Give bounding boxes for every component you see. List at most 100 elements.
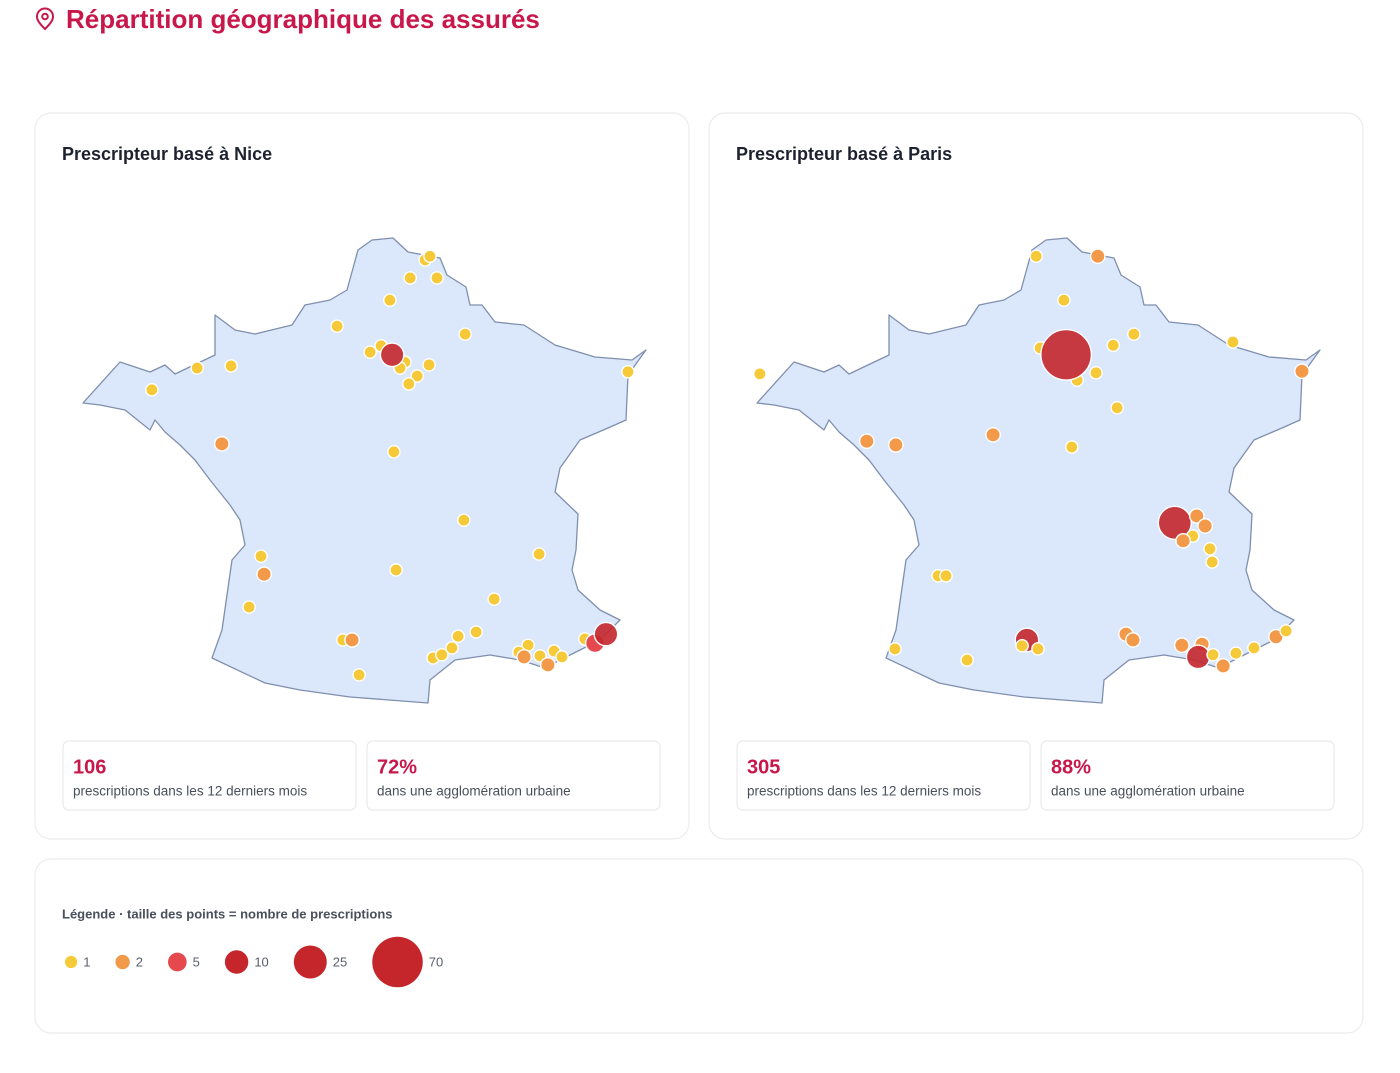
point: [403, 271, 417, 285]
point: [1110, 400, 1124, 415]
legend-card: [34, 858, 1364, 1034]
point: [1106, 338, 1121, 353]
point: [1125, 632, 1141, 648]
point: [1040, 328, 1093, 381]
point: [1015, 638, 1029, 653]
point: [469, 625, 483, 639]
map: [753, 237, 1321, 704]
point: [435, 647, 449, 662]
point: [858, 433, 875, 450]
point: [1089, 366, 1103, 380]
page-title: Répartition géographique des assurés: [66, 4, 540, 34]
point: [1175, 532, 1192, 549]
stat-label: dans une agglomération urbaine: [377, 784, 571, 799]
france-outline: [756, 237, 1321, 704]
legend-swatch: [65, 955, 78, 969]
legend-label: 10: [254, 954, 268, 969]
point: [888, 642, 902, 656]
legend-label: 25: [333, 954, 347, 969]
point: [410, 369, 425, 383]
point: [1057, 293, 1071, 308]
point: [621, 364, 635, 379]
point: [1029, 249, 1044, 264]
point: [1197, 518, 1214, 534]
stat-box: [1040, 740, 1335, 811]
legend-swatch: [168, 952, 187, 972]
legend-swatch: [372, 936, 423, 988]
stat-value: 72%: [377, 756, 417, 778]
point: [753, 367, 767, 381]
legend-label: 70: [429, 954, 443, 969]
legend-swatch: [115, 954, 130, 970]
point: [985, 426, 1001, 443]
point: [242, 600, 256, 614]
point: [344, 632, 360, 648]
card-title: Prescripteur basé à Paris: [736, 144, 952, 164]
legend-label: 2: [136, 954, 143, 969]
point: [960, 653, 974, 667]
point: [532, 547, 546, 561]
point: [1247, 641, 1261, 655]
point: [1294, 363, 1310, 380]
point: [1215, 658, 1232, 674]
legend-label: 5: [193, 954, 200, 969]
point: [1173, 637, 1190, 654]
point: [1089, 248, 1106, 265]
point: [487, 592, 502, 606]
point: [423, 249, 437, 264]
point: [458, 327, 472, 341]
point: [1185, 644, 1211, 670]
card-title: Prescripteur basé à Nice: [62, 144, 272, 164]
stat-value: 305: [747, 756, 780, 778]
legend-swatch: [224, 950, 249, 974]
point: [445, 641, 459, 655]
point: [224, 359, 238, 373]
legend-swatch: [293, 945, 327, 979]
point: [555, 650, 569, 664]
point: [457, 513, 471, 527]
point: [383, 293, 397, 308]
stat-box: [366, 740, 661, 811]
point: [1065, 440, 1079, 454]
point: [352, 668, 366, 682]
map: [82, 237, 647, 704]
point: [593, 621, 619, 647]
point: [213, 435, 230, 452]
point: [330, 319, 344, 333]
point: [451, 629, 465, 644]
point: [516, 649, 532, 665]
point: [256, 566, 272, 583]
point: [145, 382, 159, 397]
france-outline: [82, 237, 647, 704]
stat-label: prescriptions dans les 12 derniers mois: [73, 784, 307, 799]
point: [1203, 541, 1217, 556]
point: [1226, 335, 1240, 349]
point: [540, 656, 556, 673]
stat-box: [736, 740, 1031, 811]
point: [1127, 327, 1141, 341]
point: [190, 361, 204, 375]
legend-title: Légende · taille des points = nombre de …: [62, 906, 392, 921]
point: [389, 563, 403, 577]
point: [1031, 642, 1045, 656]
point: [387, 444, 401, 459]
point: [402, 377, 416, 391]
point: [254, 549, 268, 564]
legend-label: 1: [83, 954, 90, 969]
stat-value: 106: [73, 756, 106, 778]
point: [1279, 624, 1293, 638]
point: [1157, 505, 1192, 541]
stat-label: prescriptions dans les 12 derniers mois: [747, 784, 981, 799]
point: [1205, 555, 1220, 569]
stat-label: dans une agglomération urbaine: [1051, 784, 1245, 799]
point: [422, 358, 436, 372]
point: [1188, 508, 1205, 524]
stat-box: [62, 740, 357, 811]
point: [430, 271, 444, 285]
point: [1206, 647, 1220, 662]
point: [1229, 646, 1243, 660]
point: [363, 345, 377, 359]
